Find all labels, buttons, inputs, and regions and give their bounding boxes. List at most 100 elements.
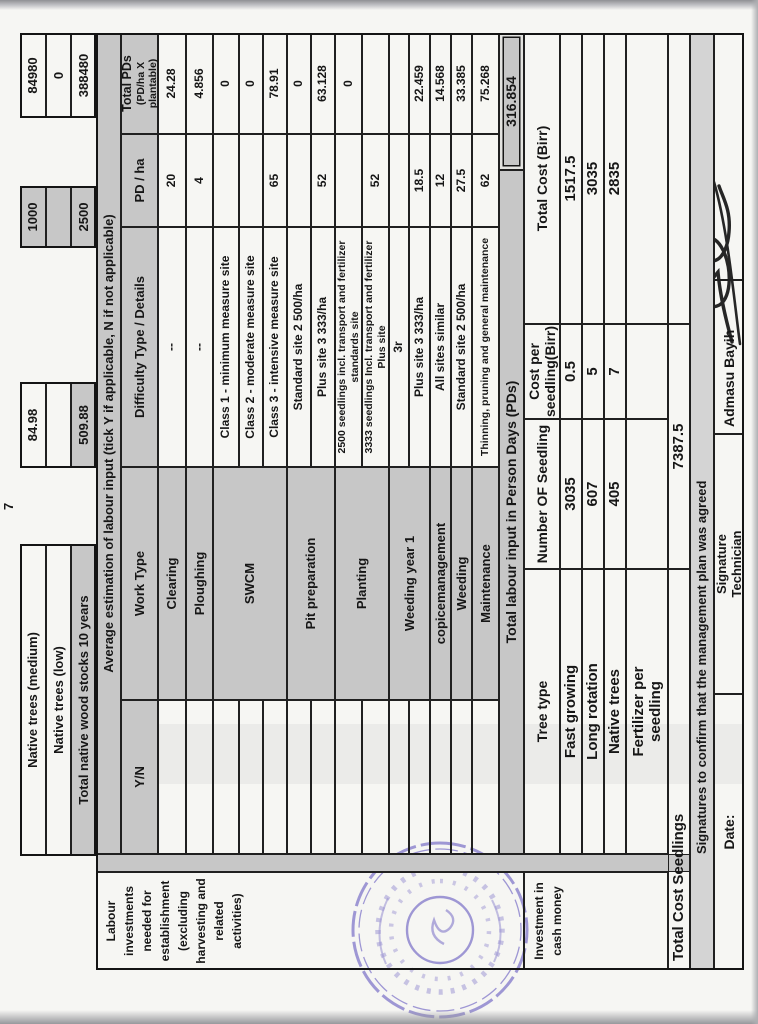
pd-ha-cell: 20 xyxy=(158,134,186,227)
seedlings-cell: 607 xyxy=(582,419,604,569)
header-work-type: Work Type xyxy=(121,467,158,700)
header-pd-ha: PD / ha xyxy=(121,134,158,227)
wood-col2-cell: 1000 xyxy=(20,186,46,248)
wood-row-label: Total native wood stocks 10 years xyxy=(71,544,96,856)
difficulty-cell: Thinning, pruning and general maintenanc… xyxy=(472,227,499,467)
labour-table-title: Average estimation of labour input (tick… xyxy=(96,33,121,854)
yn-cell xyxy=(186,700,213,854)
wood-col3-cell: 388480 xyxy=(71,33,96,118)
signature-scribble xyxy=(701,180,742,346)
pd-ha-cell: 18.5 xyxy=(409,134,430,227)
investment-header-tree: Tree type xyxy=(524,569,560,854)
total-pds-cell: 0 xyxy=(335,33,362,134)
signer-name: Admasu Bayih xyxy=(714,280,744,434)
cost-per-cell: 5 xyxy=(582,324,604,419)
total-pds-cell: 0 xyxy=(239,33,263,134)
total-pds-cell xyxy=(362,33,389,134)
work-type-cell: Maintenance xyxy=(472,467,499,700)
difficulty-cell: -- xyxy=(158,227,186,467)
pd-ha-cell: 4 xyxy=(186,134,213,227)
tree-type-cell: Fertilizer per seedling xyxy=(626,569,668,854)
total-pds-cell xyxy=(389,33,409,134)
work-type-cell: Weeding year 1 xyxy=(389,467,430,700)
total-cost-cell: 1517.5 xyxy=(560,33,582,324)
difficulty-cell: All sites similar xyxy=(430,227,451,467)
stray-value: 7 xyxy=(1,502,16,510)
investment-header-total: Total Cost (Birr) xyxy=(524,33,560,324)
seedlings-cell xyxy=(626,419,668,569)
yn-cell xyxy=(472,700,499,854)
difficulty-cell: 2500 seedlings incl. transport and ferti… xyxy=(335,227,362,467)
yn-cell xyxy=(158,700,186,854)
signatures-header: Signatures to confirm that the managemen… xyxy=(690,33,714,970)
header-total-pds: Total PDs (PD/ha X plantable) xyxy=(120,33,159,134)
pd-ha-cell: 62 xyxy=(472,134,499,227)
wood-col2-cell xyxy=(46,186,71,248)
total-pds-cell: 22.459 xyxy=(409,33,430,134)
pd-ha-cell xyxy=(213,134,239,227)
yn-cell xyxy=(263,700,287,854)
work-type-cell: copicemanagement xyxy=(430,467,451,700)
pd-ha-cell: 27.5 xyxy=(451,134,472,227)
investment-total-label: Total Cost Seedlings xyxy=(668,569,690,970)
difficulty-cell: 3333 seedlings Incl. transport and ferti… xyxy=(362,227,389,467)
yn-cell xyxy=(362,700,389,854)
yn-cell xyxy=(335,700,362,854)
total-cost-cell: 2835 xyxy=(604,33,626,324)
wood-col1-cell: 509.88 xyxy=(71,382,96,468)
wood-col3-cell: 84980 xyxy=(20,33,46,118)
total-pds-cell: 78.91 xyxy=(263,33,287,134)
labour-side-label: Labour investments needed for establishm… xyxy=(96,872,524,970)
investment-total-value: 7387.5 xyxy=(668,324,690,569)
yn-cell xyxy=(239,700,263,854)
total-pds-cell: 33.385 xyxy=(451,33,472,134)
total-cost-cell: 3035 xyxy=(582,33,604,324)
header-total-pds-line: Total PDs xyxy=(120,55,135,112)
difficulty-cell: Class 1 - minimum measure site xyxy=(213,227,239,467)
technician-role-label: Signature Technician xyxy=(714,434,744,694)
seedlings-cell: 405 xyxy=(604,419,626,569)
yn-cell xyxy=(451,700,472,854)
yn-cell xyxy=(409,700,430,854)
yn-cell xyxy=(311,700,335,854)
wood-col2-cell: 2500 xyxy=(71,186,96,248)
tree-type-cell: Fast growing xyxy=(560,569,582,854)
pd-ha-cell: 12 xyxy=(430,134,451,227)
total-pds-cell: 4.856 xyxy=(186,33,213,134)
yn-cell xyxy=(213,700,239,854)
header-total-pds-line: (PD/ha X plantable) xyxy=(134,58,159,109)
signature-space xyxy=(714,33,744,280)
official-stamp-icon xyxy=(351,841,529,1019)
total-pds-cell: 0 xyxy=(287,33,311,134)
difficulty-cell: Class 2 - moderate measure site xyxy=(239,227,263,467)
wood-col1-cell xyxy=(46,382,71,468)
tree-type-cell: Native trees xyxy=(604,569,626,854)
header-difficulty: Difficulty Type / Details xyxy=(121,227,158,467)
spacer-strip xyxy=(96,854,690,872)
difficulty-cell: -- xyxy=(186,227,213,467)
difficulty-cell: Plus site 3 333/ha xyxy=(409,227,430,467)
total-cost-cell xyxy=(626,33,668,324)
pd-ha-cell xyxy=(389,134,409,227)
date-label: Date: xyxy=(714,694,744,970)
wood-row-label: Native trees (low) xyxy=(46,544,71,856)
investment-header-num: Number OF Seedling xyxy=(524,419,560,569)
total-pds-cell: 75.268 xyxy=(472,33,499,134)
work-type-cell: Weeding xyxy=(451,467,472,700)
difficulty-cell: Class 3 - intensive measure site xyxy=(263,227,287,467)
difficulty-cell: Standard site 2 500/ha xyxy=(451,227,472,467)
total-pds-cell: 63.128 xyxy=(311,33,335,134)
total-pds-cell: 0 xyxy=(213,33,239,134)
cost-per-cell xyxy=(626,324,668,419)
seedlings-cell: 3035 xyxy=(560,419,582,569)
investment-total-empty xyxy=(668,33,690,324)
cost-per-cell: 7 xyxy=(604,324,626,419)
work-type-cell: Pit preparation xyxy=(287,467,335,700)
investment-header-cost: Cost per seedling(Birr) xyxy=(524,324,560,419)
pd-ha-cell: 65 xyxy=(263,134,287,227)
difficulty-cell: Plus site 3 333/ha xyxy=(311,227,335,467)
pd-ha-cell xyxy=(239,134,263,227)
tree-type-cell: Long rotation xyxy=(582,569,604,854)
work-type-cell: Planting xyxy=(335,467,389,700)
